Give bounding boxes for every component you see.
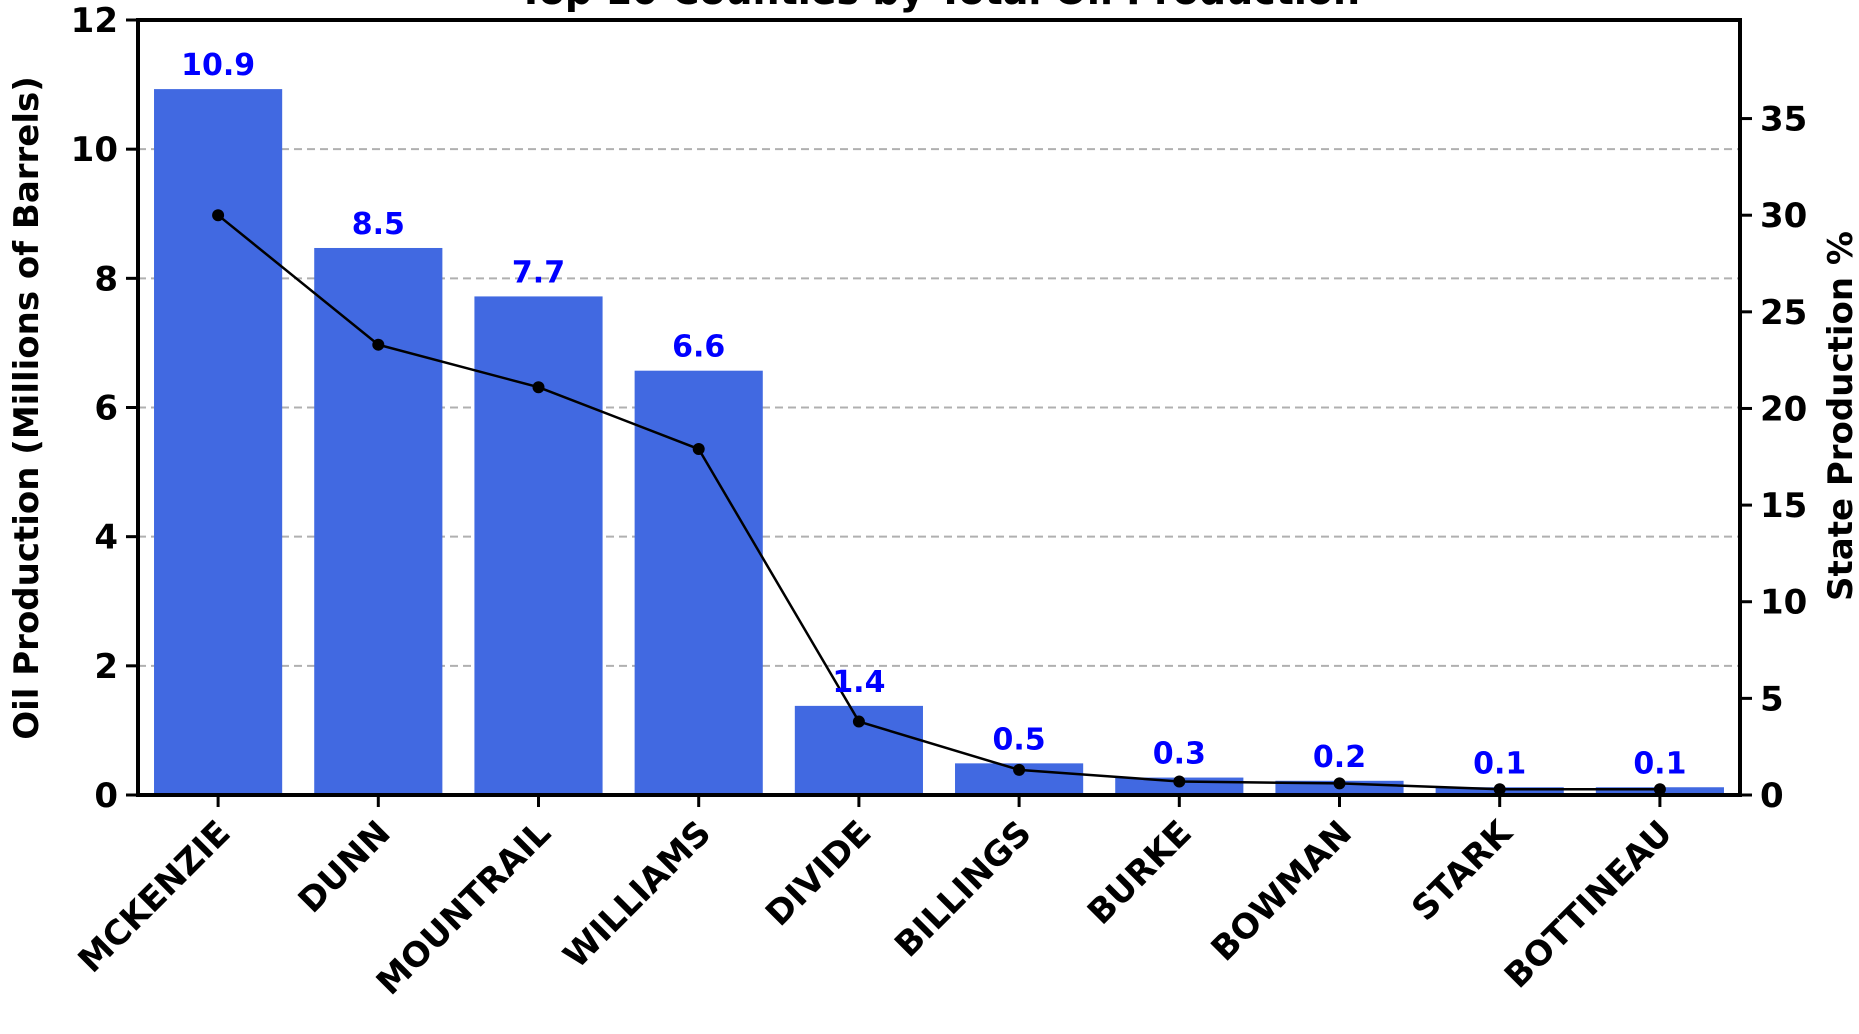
y2-tick-label: 0: [1760, 776, 1784, 816]
x-tick-label: BOWMAN: [1204, 813, 1360, 969]
y2-tick-label: 10: [1760, 583, 1807, 623]
y-tick-label: 10: [71, 130, 118, 170]
data-labels: 10.9 8.5 7.7 6.6 1.4 0.5 0.3 0.2 0.1 0.1: [181, 48, 1686, 781]
bar: [314, 247, 443, 795]
y-tick-label: 0: [94, 776, 118, 816]
y-tick-label: 6: [94, 389, 118, 429]
line-point: [692, 443, 705, 456]
line-series: [212, 209, 1666, 796]
y2-tick-label: 25: [1760, 293, 1807, 333]
bar-series: [154, 89, 1724, 795]
data-label: 0.2: [1313, 740, 1366, 775]
data-label: 0.1: [1633, 746, 1686, 781]
y-tick-label: 2: [94, 647, 118, 687]
y2-tick-label: 5: [1760, 679, 1784, 719]
line-point: [1493, 783, 1506, 796]
y-tick-label: 8: [94, 259, 118, 299]
y-axis-title: Oil Production (Millions of Barrels): [7, 76, 47, 740]
y2-axis-title: State Production %: [1821, 231, 1859, 601]
data-label: 0.1: [1473, 746, 1526, 781]
line-point: [212, 209, 225, 222]
y-tick-label: 12: [71, 1, 118, 41]
x-tick-label: BILLINGS: [887, 813, 1039, 965]
chart-title: Top 10 Counties by Total Oil Production: [518, 0, 1360, 13]
data-label: 8.5: [352, 207, 405, 242]
x-tick-label: DIVIDE: [758, 813, 879, 934]
x-tick-label: WILLIAMS: [556, 813, 719, 976]
line-point: [1653, 783, 1666, 796]
bar: [474, 296, 603, 795]
x-tick-label: STARK: [1404, 812, 1521, 929]
x-tick-label: BOTTINEAU: [1497, 813, 1680, 996]
x-tick-label: BURKE: [1080, 813, 1200, 933]
data-label: 0.3: [1153, 737, 1206, 772]
line-point: [532, 381, 545, 394]
data-label: 0.5: [993, 722, 1046, 757]
bar: [154, 89, 283, 795]
line-point: [1013, 763, 1026, 776]
data-label: 10.9: [181, 48, 255, 83]
x-tick-label: DUNN: [291, 813, 399, 921]
y2-tick-label: 20: [1760, 389, 1807, 429]
y2-tick-label: 30: [1760, 196, 1807, 236]
right-axis-ticks: 0 5 10 15 20 25 30 35: [1740, 100, 1807, 816]
line-point: [1333, 777, 1346, 790]
y2-tick-label: 35: [1760, 100, 1807, 140]
line-point: [372, 338, 385, 351]
bar: [634, 370, 763, 795]
x-tick-label: MCKENZIE: [71, 813, 239, 981]
data-label: 7.7: [512, 255, 565, 290]
line-point: [1173, 775, 1186, 788]
y-tick-label: 4: [94, 518, 118, 558]
y2-tick-label: 15: [1760, 486, 1807, 526]
data-label: 1.4: [832, 665, 885, 700]
left-axis-ticks: 0 2 4 6 8 10 12: [71, 1, 138, 816]
data-label: 6.6: [672, 330, 725, 365]
state-production-line: [217, 214, 1660, 791]
line-point: [852, 715, 865, 728]
